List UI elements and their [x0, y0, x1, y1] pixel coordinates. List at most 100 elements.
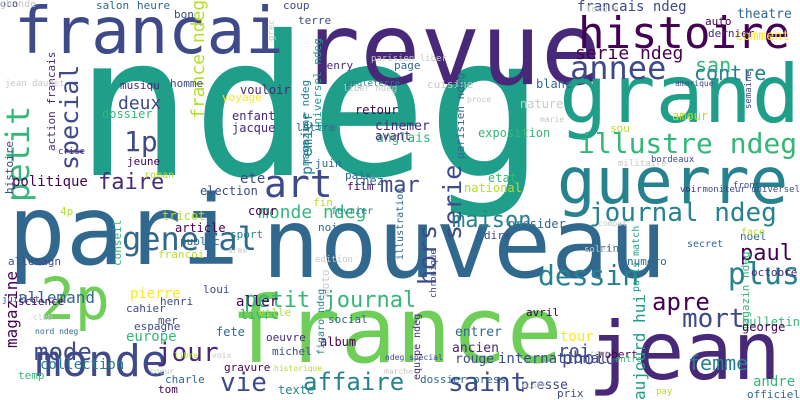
cloud-word: art — [264, 162, 333, 206]
cloud-word: cour — [248, 204, 277, 218]
cloud-word: roman — [144, 170, 175, 181]
cloud-word: soleil — [584, 245, 617, 255]
cloud-word: film — [347, 180, 374, 193]
cloud-word: arme — [228, 246, 248, 255]
cloud-word: liber ndeg — [343, 84, 398, 94]
cloud-word: auto — [705, 15, 732, 28]
cloud-word: fete — [216, 325, 245, 339]
cloud-word: deux — [118, 93, 162, 114]
cloud-word: oco — [0, 0, 19, 10]
cloud-word: lettre — [296, 121, 336, 134]
cloud-word: face — [741, 227, 766, 238]
cloud-word: cinemer — [375, 119, 430, 134]
cloud-word: terre — [298, 14, 332, 27]
cloud-word: revue — [300, 0, 602, 108]
cloud-word: maison — [452, 208, 532, 233]
cloud-word: paix — [345, 169, 372, 182]
cloud-word: blanc — [536, 77, 573, 91]
cloud-word: henri — [160, 295, 194, 308]
cloud-word: article — [175, 221, 226, 235]
cloud-word: octobre — [751, 266, 798, 279]
cloud-word: plus — [727, 257, 800, 292]
cloud-word: comment — [735, 29, 790, 44]
cloud-word: action francais — [45, 51, 58, 151]
cloud-word: allemagn — [8, 255, 61, 268]
cloud-word: militaire — [618, 159, 667, 169]
cloud-word: histoire — [578, 8, 790, 59]
cloud-word: histoire — [3, 141, 16, 194]
cloud-word: album — [320, 335, 357, 349]
cloud-word: guerre — [557, 145, 789, 219]
cloud-word: science — [18, 295, 65, 308]
cloud-word: francais ndeg — [577, 0, 687, 15]
cloud-word: paris match — [631, 225, 642, 292]
cloud-word: numero — [627, 255, 667, 268]
cloud-word: marie — [540, 115, 565, 124]
cloud-word: andre — [753, 374, 796, 390]
cloud-word: prix — [557, 387, 584, 400]
cloud-word: mort — [682, 304, 745, 334]
cloud-word: grande — [0, 0, 37, 10]
cloud-word: jacque — [232, 121, 276, 135]
cloud-word: avril — [526, 306, 560, 319]
cloud-word: pierre — [130, 286, 181, 302]
cloud-word: club — [33, 313, 53, 322]
cloud-word: entre — [615, 355, 643, 365]
cloud-word: ecole — [522, 381, 547, 390]
cloud-word: monde — [35, 336, 168, 387]
cloud-word: voyage — [222, 91, 262, 104]
cloud-word: exposition — [478, 126, 551, 140]
cloud-word: rouge — [455, 352, 495, 367]
cloud-word: dernier — [708, 27, 755, 40]
cloud-word: magazine ndeg — [299, 79, 312, 166]
cloud-word: social — [328, 313, 368, 326]
cloud-word: jour — [156, 338, 219, 368]
cloud-word: presider — [508, 217, 566, 231]
cloud-word: nature — [520, 97, 564, 111]
cloud-word: journal ndeg — [589, 198, 777, 228]
cloud-word: election — [200, 184, 258, 198]
cloud-word: pay — [656, 387, 673, 397]
cloud-word: petit journal — [244, 288, 417, 313]
cloud-word: mar — [380, 173, 420, 198]
cloud-word: proce — [467, 95, 492, 104]
cloud-word: livre — [240, 308, 280, 323]
cloud-word: noel — [740, 230, 767, 243]
cloud-word: tricot — [162, 209, 206, 223]
cloud-word: michel — [272, 345, 312, 358]
cloud-word: fevrier — [331, 206, 374, 217]
cloud-word: serie ndeg — [575, 43, 684, 64]
cloud-word: grand — [559, 48, 800, 141]
cloud-word: sport — [230, 228, 264, 241]
cloud-word: musiqu — [120, 79, 160, 92]
cloud-word: presse — [521, 378, 568, 393]
cloud-word: europe — [126, 329, 177, 345]
cloud-word: contre — [694, 61, 767, 85]
cloud-word: mode — [34, 338, 92, 366]
cloud-word: mer — [158, 314, 178, 327]
cloud-word: voir — [680, 185, 702, 195]
cloud-word: faire — [98, 170, 165, 195]
cloud-word: anglais — [376, 131, 431, 146]
cloud-word: jean — [588, 305, 781, 398]
cloud-word: photo — [562, 348, 617, 369]
cloud-word: marche — [384, 367, 413, 376]
cloud-word: entrer — [455, 325, 502, 340]
cloud-word: general — [122, 220, 257, 258]
cloud-word: heure — [137, 0, 171, 12]
cloud-word: tour — [560, 329, 594, 345]
cloud-word: voix — [212, 351, 232, 360]
cloud-word: chez — [355, 174, 384, 188]
cloud-word: equipe ndeg — [412, 313, 423, 380]
cloud-word: officiel — [747, 388, 800, 400]
cloud-word: francai — [14, 0, 284, 69]
cloud-word: roi — [558, 341, 591, 362]
cloud-word: marine — [586, 242, 626, 255]
cloud-word: jeune — [127, 155, 161, 168]
cloud-word: parisien liber — [371, 54, 447, 64]
cloud-word: 1p — [124, 125, 158, 158]
cloud-word: theatre — [737, 7, 792, 22]
cloud-word: femme — [688, 351, 749, 375]
cloud-word: bulletin — [742, 315, 800, 329]
cloud-word: paul — [740, 241, 793, 266]
